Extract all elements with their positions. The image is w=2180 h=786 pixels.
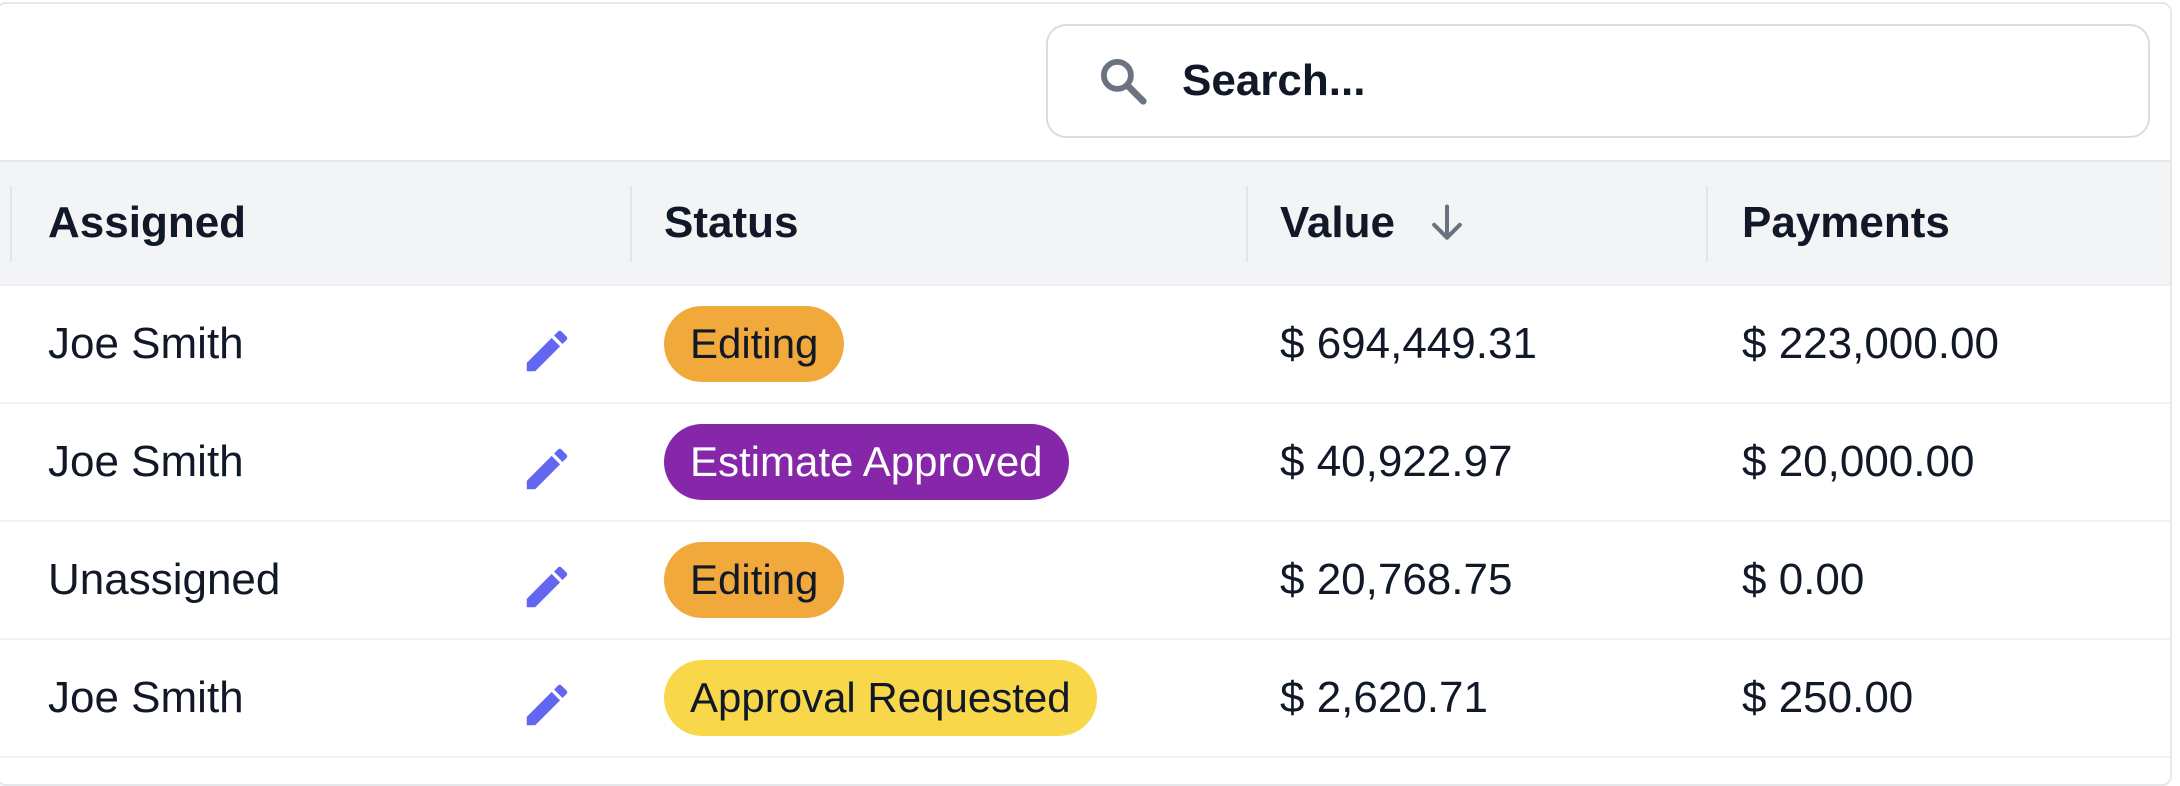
value-cell: $ 2,620.71 bbox=[1280, 673, 1488, 722]
column-divider[interactable] bbox=[10, 186, 12, 262]
pencil-icon[interactable] bbox=[520, 442, 574, 496]
column-header-payments[interactable]: Payments bbox=[1742, 162, 1950, 284]
status-cell: Editing bbox=[664, 522, 845, 638]
assigned-cell: Joe Smith bbox=[48, 437, 244, 486]
column-header-label: Status bbox=[664, 198, 799, 247]
table-toolbar bbox=[0, 4, 2170, 162]
pencil-icon[interactable] bbox=[520, 324, 574, 378]
column-header-value[interactable]: Value bbox=[1280, 162, 1469, 284]
column-divider[interactable] bbox=[630, 186, 632, 262]
value-cell: $ 40,922.97 bbox=[1280, 437, 1513, 486]
table-header-row: Assigned Status Value Payments bbox=[0, 162, 2170, 286]
status-cell: Approval Requested bbox=[664, 640, 1097, 756]
column-header-label: Payments bbox=[1742, 198, 1950, 247]
search-box[interactable] bbox=[1046, 24, 2150, 138]
column-divider[interactable] bbox=[1246, 186, 1248, 262]
search-input[interactable] bbox=[1182, 56, 2082, 106]
payments-cell: $ 223,000.00 bbox=[1742, 319, 1999, 368]
payments-cell: $ 250.00 bbox=[1742, 673, 1914, 722]
column-header-assigned[interactable]: Assigned bbox=[48, 162, 246, 284]
table-row[interactable]: Joe Smith Approval Requested $ 2,620.71 … bbox=[0, 640, 2170, 758]
data-table: Assigned Status Value Payments bbox=[0, 162, 2170, 758]
column-header-status[interactable]: Status bbox=[664, 162, 798, 284]
value-cell: $ 694,449.31 bbox=[1280, 319, 1537, 368]
status-badge: Editing bbox=[664, 542, 845, 618]
column-header-label: Value bbox=[1280, 198, 1395, 247]
table-row[interactable]: Joe Smith Estimate Approved $ 40,922.97 … bbox=[0, 404, 2170, 522]
status-badge: Approval Requested bbox=[664, 660, 1097, 736]
status-cell: Estimate Approved bbox=[664, 404, 1069, 520]
payments-cell: $ 20,000.00 bbox=[1742, 437, 1975, 486]
status-badge: Editing bbox=[664, 306, 845, 382]
search-icon bbox=[1096, 54, 1150, 108]
value-cell: $ 20,768.75 bbox=[1280, 555, 1513, 604]
status-badge: Estimate Approved bbox=[664, 424, 1069, 500]
payments-cell: $ 0.00 bbox=[1742, 555, 1865, 604]
table-row[interactable]: Unassigned Editing $ 20,768.75 $ 0.00 bbox=[0, 522, 2170, 640]
column-divider[interactable] bbox=[1706, 186, 1708, 262]
pencil-icon[interactable] bbox=[520, 560, 574, 614]
assigned-cell: Unassigned bbox=[48, 555, 281, 604]
status-cell: Editing bbox=[664, 286, 845, 402]
assigned-cell: Joe Smith bbox=[48, 319, 244, 368]
assigned-cell: Joe Smith bbox=[48, 673, 244, 722]
arrow-down-icon[interactable] bbox=[1425, 201, 1469, 245]
table-row[interactable]: Joe Smith Editing $ 694,449.31 $ 223,000… bbox=[0, 286, 2170, 404]
column-header-label: Assigned bbox=[48, 198, 247, 247]
pencil-icon[interactable] bbox=[520, 678, 574, 732]
